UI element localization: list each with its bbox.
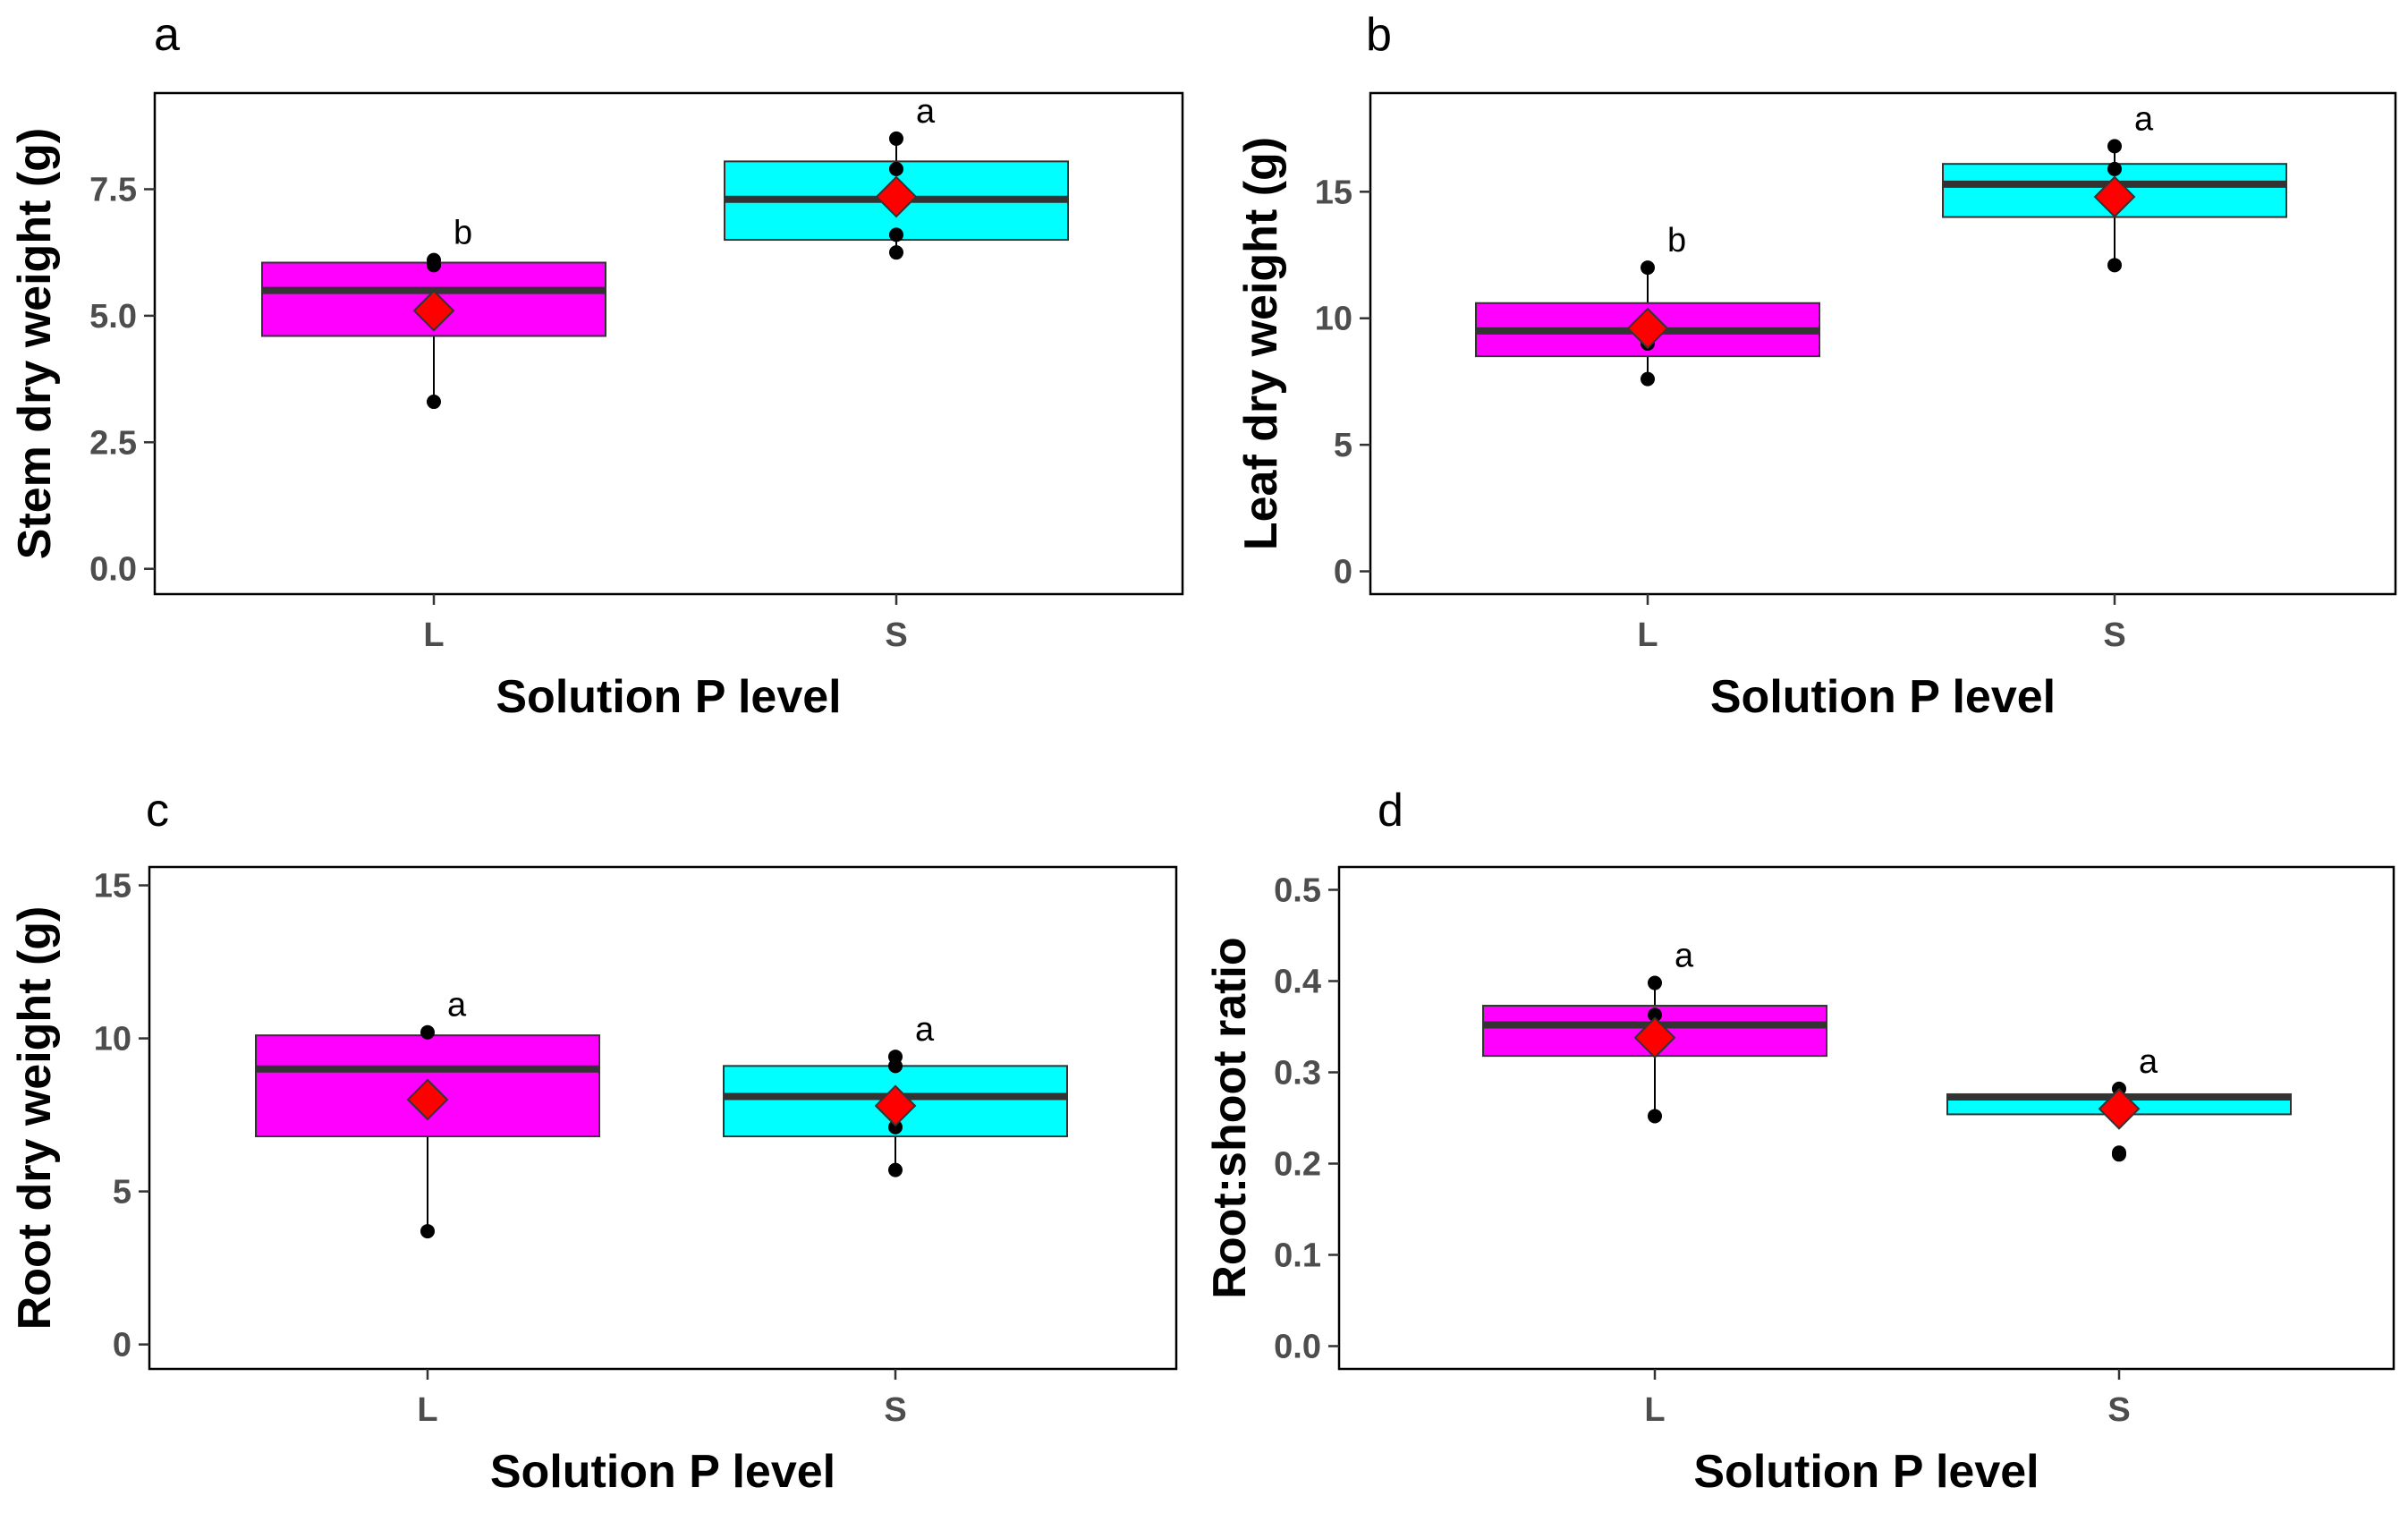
panel-a: a 0.0 2.5 5.0 7.5 L S Solution P level Stem dry … (9, 9, 1184, 723)
mean-diamond-icon (2093, 175, 2136, 218)
data-point (1641, 260, 1655, 276)
x-axis-title: Solution P level (496, 671, 841, 723)
y-tick-label: 0.0 (89, 551, 137, 589)
y-tick-label: 0.3 (1274, 1055, 1321, 1092)
y-axis-title: Stem dry weight (g) (9, 128, 61, 559)
data-point (888, 1050, 903, 1065)
box-S: a (724, 93, 1069, 260)
panel-label: a (154, 9, 180, 61)
significance-letter: a (916, 93, 936, 131)
mean-diamond-icon (874, 1084, 917, 1127)
y-tick-label: 0.1 (1274, 1237, 1321, 1275)
mean-diamond-icon (1626, 307, 1669, 350)
y-tick-label: 10 (1315, 301, 1352, 338)
x-tick-label: S (885, 616, 907, 654)
data-point (889, 131, 903, 146)
significance-letter: a (447, 987, 467, 1024)
y-tick-label: 0.0 (1274, 1329, 1321, 1366)
data-point (2107, 258, 2122, 273)
significance-letter: b (454, 215, 472, 252)
panel-d: d 0.0 0.1 0.2 0.3 0.4 0.5 L S Solution P level Roo… (1204, 785, 2395, 1498)
y-tick-label: 2.5 (89, 424, 137, 462)
data-point (889, 227, 903, 242)
x-tick-label: L (417, 1391, 437, 1429)
significance-letter: b (1667, 222, 1686, 259)
box-S: a (1946, 1043, 2292, 1162)
panel-label: d (1378, 785, 1403, 837)
y-tick-label: 7.5 (89, 171, 137, 208)
significance-letter: a (915, 1011, 935, 1049)
box-S: a (723, 1011, 1068, 1177)
data-point (2112, 1145, 2126, 1160)
x-tick-label: S (2107, 1391, 2130, 1429)
data-point (888, 1162, 903, 1177)
mean-diamond-icon (1633, 1016, 1676, 1059)
mean-diamond-icon (875, 175, 918, 218)
data-point (427, 252, 441, 268)
data-point (889, 245, 903, 260)
box-L: a (255, 987, 600, 1239)
panel-b: b 0 5 10 15 L S Solution P level Leaf dry weight… (1235, 9, 2397, 723)
mean-diamond-icon (406, 1078, 449, 1121)
y-tick-label: 5 (113, 1174, 131, 1211)
box-L: b (1475, 222, 1820, 387)
x-axis-title: Solution P level (490, 1446, 835, 1498)
box-S: a (1942, 100, 2287, 273)
data-point (2107, 139, 2122, 154)
data-point (1648, 1007, 1662, 1023)
x-axis-title: Solution P level (1693, 1446, 2039, 1498)
data-point (888, 1119, 903, 1135)
significance-letter: a (2134, 100, 2154, 138)
data-point (420, 1024, 435, 1040)
mean-diamond-icon (2098, 1087, 2141, 1130)
y-tick-label: 5.0 (89, 298, 137, 336)
data-point (889, 161, 903, 176)
x-tick-label: L (1637, 616, 1658, 654)
y-tick-label: 0.4 (1274, 964, 1321, 1001)
x-tick-label: S (884, 1391, 906, 1429)
x-tick-label: S (2103, 616, 2125, 654)
data-point (1641, 371, 1655, 387)
y-tick-label: 0.2 (1274, 1146, 1321, 1184)
plot-frame (1369, 91, 2397, 596)
box-L: b (261, 215, 606, 410)
x-axis-title: Solution P level (1710, 671, 2056, 723)
y-tick-label: 15 (1315, 174, 1352, 211)
significance-letter: a (2139, 1043, 2158, 1081)
box-L: a (1482, 938, 1827, 1124)
y-tick-label: 10 (94, 1021, 131, 1058)
y-tick-label: 0 (113, 1327, 131, 1364)
y-axis-title: Root dry weight (g) (9, 906, 61, 1330)
y-tick-label: 15 (94, 868, 131, 905)
panel-label: b (1366, 9, 1392, 61)
significance-letter: a (1675, 938, 1694, 975)
y-tick-label: 5 (1334, 427, 1352, 464)
data-point (1648, 975, 1662, 990)
y-tick-label: 0 (1334, 554, 1352, 591)
panel-c: c 0 5 10 15 L S Solution P level Root dry weight… (9, 785, 1178, 1498)
y-axis-title: Leaf dry weight (g) (1235, 137, 1287, 550)
y-tick-label: 0.5 (1274, 872, 1321, 910)
x-tick-label: L (1644, 1391, 1665, 1429)
panel-label: c (146, 785, 169, 837)
plot-frame (153, 91, 1184, 596)
x-tick-label: L (423, 616, 444, 654)
plot-frame (1337, 865, 2395, 1371)
data-point (420, 1224, 435, 1239)
data-point (2107, 161, 2122, 176)
mean-diamond-icon (412, 289, 455, 332)
data-point (427, 395, 441, 410)
data-point (1648, 1109, 1662, 1124)
y-axis-title: Root:shoot ratio (1204, 937, 1256, 1298)
plot-frame (148, 865, 1178, 1371)
